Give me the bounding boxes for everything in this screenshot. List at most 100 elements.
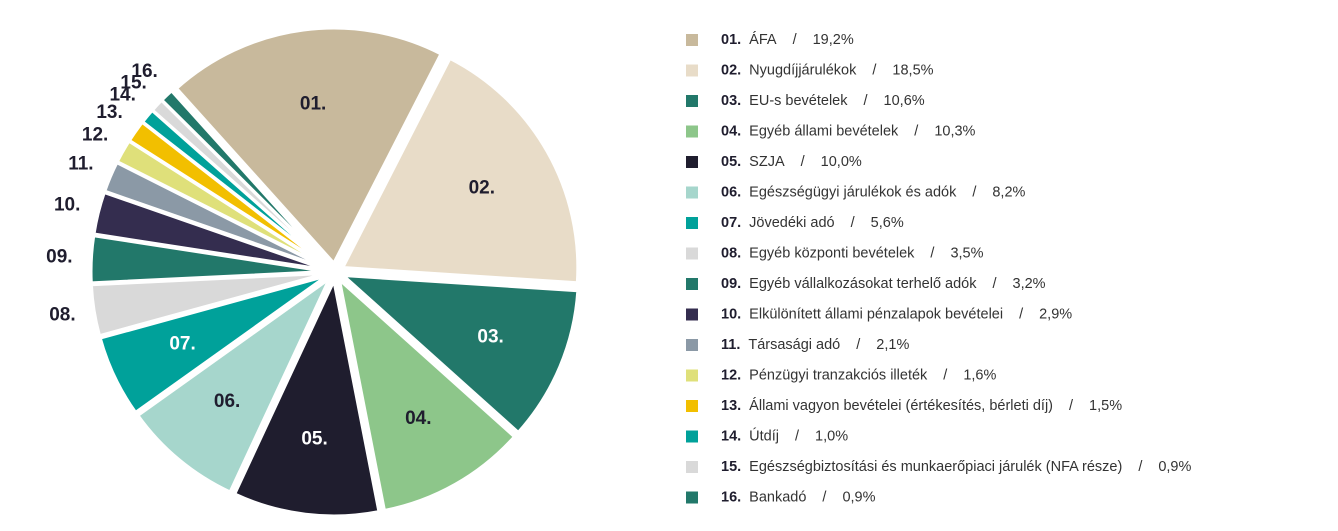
legend-swatch (686, 430, 698, 443)
legend-separator: / (992, 276, 997, 292)
pie-slice (232, 276, 381, 518)
legend-value: 3,5% (950, 245, 983, 261)
legend-swatch (686, 125, 698, 138)
legend-value: 10,0% (821, 154, 862, 170)
legend-name: Egészségbiztosítási és munkaerőpiaci jár… (749, 459, 1122, 475)
legend-value: 8,2% (992, 184, 1025, 200)
slice-label: 09. (46, 247, 72, 268)
legend-entry: 10. Elkülönített állami pénzalapok bevéte… (721, 306, 1072, 322)
legend-number: 15. (721, 459, 741, 475)
legend-entry: 06. Egészségügyi járulékok és adók / 8,2% (721, 184, 1026, 200)
slice-label: 05. (301, 429, 327, 450)
legend-separator: / (972, 184, 977, 200)
legend-swatch (686, 278, 698, 290)
legend-name: Elkülönített állami pénzalapok bevételei (749, 306, 1003, 322)
legend-name: Nyugdíjjárulékok (749, 62, 857, 78)
legend-entry: 15. Egészségbiztosítási és munkaerőpiaci … (721, 459, 1192, 475)
slice-label: 08. (49, 304, 75, 325)
legend-swatch (686, 186, 698, 199)
legend-separator: / (1138, 459, 1143, 475)
legend-separator: / (914, 123, 919, 139)
legend-number: 02. (721, 62, 741, 78)
legend-separator: / (930, 245, 935, 261)
legend-value: 1,0% (815, 428, 848, 444)
slice-label: 03. (477, 326, 503, 347)
legend-separator: / (851, 215, 856, 231)
slice-label: 15. (120, 72, 146, 93)
pie-slice (337, 275, 517, 513)
legend-name: Egyéb vállalkozásokat terhelő adók (749, 276, 977, 292)
pie-slice (159, 88, 330, 267)
slice-label: 10. (54, 194, 80, 215)
legend-entry: 05. SZJA / 10,0% (721, 154, 862, 170)
legend-value: 0,9% (842, 489, 875, 505)
legend-separator: / (872, 62, 877, 78)
slice-label: 13. (96, 102, 122, 123)
legend-swatch (686, 339, 698, 351)
legend-value: 1,5% (1089, 398, 1122, 414)
legend-swatch (686, 95, 698, 107)
legend-swatch (686, 369, 698, 382)
legend-entry: 12. Pénzügyi tranzakciós illeték / 1,6% (721, 367, 996, 383)
legend-number: 12. (721, 367, 741, 383)
legend-value: 10,3% (934, 123, 975, 139)
pie-slice (98, 274, 328, 415)
legend-swatch (686, 308, 698, 321)
legend-separator: / (795, 428, 800, 444)
legend-separator: / (801, 154, 806, 170)
legend-value: 18,5% (892, 62, 933, 78)
legend-number: 03. (721, 93, 741, 109)
pie-slice (89, 271, 327, 338)
slice-label: 11. (68, 153, 93, 174)
legend-separator: / (1069, 398, 1074, 414)
slice-label: 06. (214, 391, 240, 412)
slice-label: 01. (300, 94, 326, 115)
legend-name: Jövedéki adó (749, 215, 834, 231)
legend-entry: 02. Nyugdíjjárulékok / 18,5% (721, 62, 934, 78)
legend-name: SZJA (749, 154, 785, 170)
pie-slice (339, 273, 580, 435)
legend-swatch (686, 247, 698, 260)
legend-name: Egyéb központi bevételek (749, 245, 915, 261)
legend-separator: / (856, 337, 861, 353)
legend-entry: 13. Állami vagyon bevételei (értékesítés,… (721, 397, 1122, 414)
pie-slice (89, 234, 327, 285)
legend-entry: 09. Egyéb vállalkozásokat terhelő adók / 3,… (721, 276, 1046, 292)
legend-swatch (686, 64, 698, 77)
legend-name: Egészségügyi járulékok és adók (749, 184, 957, 200)
legend-entry: 03. EU-s bevételek / 10,6% (721, 93, 925, 109)
slice-label: 16. (131, 61, 157, 82)
legend-name: EU-s bevételek (749, 93, 848, 109)
legend-value: 2,1% (876, 337, 909, 353)
legend-name: Pénzügyi tranzakciós illeték (749, 367, 928, 383)
legend-number: 13. (721, 398, 741, 414)
legend-separator: / (822, 489, 827, 505)
legend-entry: 01. ÁFA / 19,2% (721, 31, 854, 48)
legend-value: 5,6% (871, 215, 904, 231)
legend-name: Társasági adó (748, 337, 840, 353)
pie-slice (174, 26, 443, 266)
legend-separator: / (864, 93, 869, 109)
legend-entry: 14. Útdíj / 1,0% (721, 427, 848, 444)
legend-name: Útdíj (749, 427, 779, 444)
legend-number: 09. (721, 276, 741, 292)
legend-name: Állami vagyon bevételei (értékesítés, bé… (749, 397, 1053, 414)
slice-label: 07. (169, 334, 195, 355)
legend-number: 06. (721, 184, 741, 200)
legend-number: 08. (721, 245, 741, 261)
legend-swatch (686, 400, 698, 412)
legend-separator: / (943, 367, 948, 383)
legend-separator: / (793, 32, 798, 48)
legend-value: 2,9% (1039, 306, 1072, 322)
legend-swatch (686, 217, 698, 229)
pie-slice (135, 274, 334, 494)
legend-value: 1,6% (963, 367, 996, 383)
legend-swatch (686, 34, 698, 46)
legend-entry: 11. Társasági adó / 2,1% (721, 337, 909, 353)
legend-name: Egyéb állami bevételek (749, 123, 899, 139)
slice-label: 14. (109, 85, 135, 106)
legend-number: 04. (721, 123, 741, 139)
legend-swatch (686, 156, 698, 168)
pie-slice (340, 56, 580, 285)
